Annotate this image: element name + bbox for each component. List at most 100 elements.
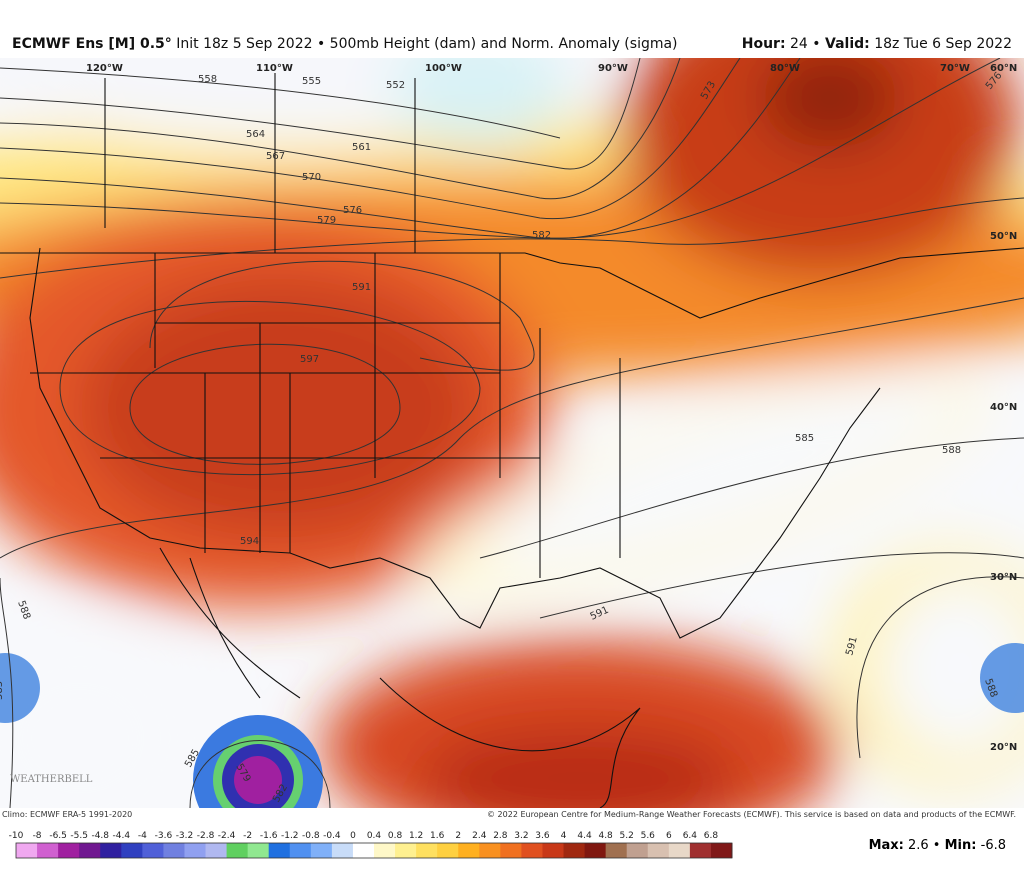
- lon-label: 80°W: [770, 63, 800, 74]
- colorbar-frame: [15, 842, 733, 859]
- hurricane-core: [234, 756, 282, 804]
- border-us-canada: [0, 247, 1024, 319]
- colorbar-cell: [331, 843, 354, 858]
- colorbar-tick-label: 6.8: [704, 831, 719, 841]
- border-coast: [29, 247, 881, 639]
- white-pac: [0, 628, 200, 808]
- colorbar-cell: [37, 843, 59, 858]
- colorbar-tick-label: -8: [33, 831, 42, 841]
- contour: [59, 300, 481, 476]
- border-mexico: [159, 547, 641, 808]
- red-ne: [620, 58, 1020, 278]
- colorbar-cell: [542, 843, 565, 858]
- contour-label: 555: [302, 76, 321, 87]
- colorbar-cell: [163, 843, 185, 858]
- contour: [0, 58, 741, 220]
- colorbar-tick-label: -6.5: [49, 831, 67, 841]
- colorbar-tick-label: 4: [561, 831, 567, 841]
- lat-label: 20°N: [990, 742, 1017, 753]
- colorbar-cell: [205, 843, 228, 858]
- colorbar-cell: [395, 843, 417, 858]
- colorbar-cell: [79, 843, 101, 858]
- contour-label: 597: [300, 354, 319, 365]
- colorbar-tick-label: -2: [243, 831, 252, 841]
- contour: [539, 552, 1024, 619]
- footer: Climo: ECMWF ERA-5 1991-2020 © 2022 Euro…: [0, 808, 1024, 873]
- colorbar-cell: [100, 843, 122, 858]
- lat-label: 40°N: [990, 402, 1017, 413]
- colorbar-tick-label: 1.2: [409, 831, 423, 841]
- colorbar-cell: [521, 843, 543, 858]
- contour-label: 588: [942, 445, 961, 456]
- climo: Climo: ECMWF ERA-5 1991-2020: [2, 810, 133, 819]
- max-min: Max: 2.6 • Min: -6.8: [869, 838, 1006, 853]
- anomaly-field: [0, 58, 1024, 808]
- colorbar-tick-label: -3.2: [176, 831, 194, 841]
- colorbar-tick-label: -4.8: [91, 831, 109, 841]
- lat-label: 30°N: [990, 572, 1017, 583]
- contour-label: 567: [266, 151, 285, 162]
- contour: [479, 437, 1024, 559]
- map: 558 555 552 564 561 567 570 576 579 582 …: [0, 58, 1024, 808]
- header-left: ECMWF Ens [M] 0.5° Init 18z 5 Sep 2022 •…: [12, 36, 678, 52]
- model: ECMWF Ens [M] 0.5°: [12, 36, 172, 52]
- min: -6.8: [980, 838, 1006, 853]
- lon-label: 100°W: [425, 63, 462, 74]
- max-label: Max:: [868, 838, 904, 853]
- hour: 24 •: [790, 36, 821, 52]
- colorbar-cell: [352, 843, 375, 858]
- colorbar-tick-label: 4.8: [598, 831, 613, 841]
- contour-label: 591: [844, 635, 860, 656]
- contour-label: 585: [795, 433, 814, 444]
- colorbar-tick-label: -2.4: [218, 831, 236, 841]
- valid: 18z Tue 6 Sep 2022: [874, 36, 1012, 52]
- colorbar-cell: [563, 843, 586, 858]
- white-atl: [880, 578, 1024, 758]
- copyright: © 2022 European Centre for Medium-Range …: [487, 810, 1016, 819]
- colorbar-cell: [500, 843, 522, 858]
- colorbar-tick-label: -0.4: [323, 831, 341, 841]
- colorbar: -10 -8 -6.5 -5.5 -4.8 -4.4 -4 -3.6 -3.2 -2.8 -2.4-…: [9, 831, 733, 859]
- contour-label: 564: [246, 129, 265, 140]
- lat-label: 50°N: [990, 231, 1017, 242]
- colorbar-tick-label: -5.5: [70, 831, 88, 841]
- colorbar-tick-label: -10: [9, 831, 24, 841]
- lon-label: 70°W: [940, 63, 970, 74]
- colorbar-cell: [374, 843, 396, 858]
- colorbar-tick-label: -1.2: [281, 831, 299, 841]
- colorbar-tick-label: 4.4: [577, 831, 592, 841]
- colorbar-tick-label: -3.6: [155, 831, 173, 841]
- colorbar-cell: [458, 843, 480, 858]
- colorbar-cell: [605, 843, 628, 858]
- hour-label: Hour:: [741, 36, 786, 52]
- colorbar-tick-label: 6.4: [683, 831, 698, 841]
- colorbar-tick-label: 0.8: [388, 831, 403, 841]
- colorbar-tick-label: 0.4: [367, 831, 382, 841]
- contour-label: 570: [302, 172, 321, 183]
- colorbar-tick-label: -2.8: [197, 831, 215, 841]
- header-right: Hour: 24 • Valid: 18z Tue 6 Sep 2022: [742, 36, 1012, 52]
- colorbar-cell: [689, 843, 712, 858]
- shading: [0, 58, 1024, 808]
- contour: [0, 58, 1001, 239]
- colorbar-tick-label: -4.4: [113, 831, 131, 841]
- contour: [0, 58, 641, 170]
- lon-label: 120°W: [86, 63, 123, 74]
- contour-label: 561: [352, 142, 371, 153]
- colorbar-cell: [247, 843, 270, 858]
- colorbar-tick-label: 0: [350, 831, 356, 841]
- low-pac: [0, 653, 40, 723]
- low-atl: [980, 643, 1024, 713]
- contour: [856, 576, 1024, 759]
- contour-label: 576: [343, 205, 362, 216]
- lat-label: 60°N: [990, 63, 1017, 74]
- colorbar-cell: [626, 843, 649, 858]
- colorbar-cell: [226, 843, 249, 858]
- logo: WEATHERBELL: [10, 774, 93, 785]
- contour-label: 585: [0, 681, 5, 700]
- colorbar-cell: [710, 843, 733, 858]
- colorbar-cell: [16, 843, 38, 858]
- colorbar-cell: [289, 843, 312, 858]
- colorbar-tick-label: -1.6: [260, 831, 278, 841]
